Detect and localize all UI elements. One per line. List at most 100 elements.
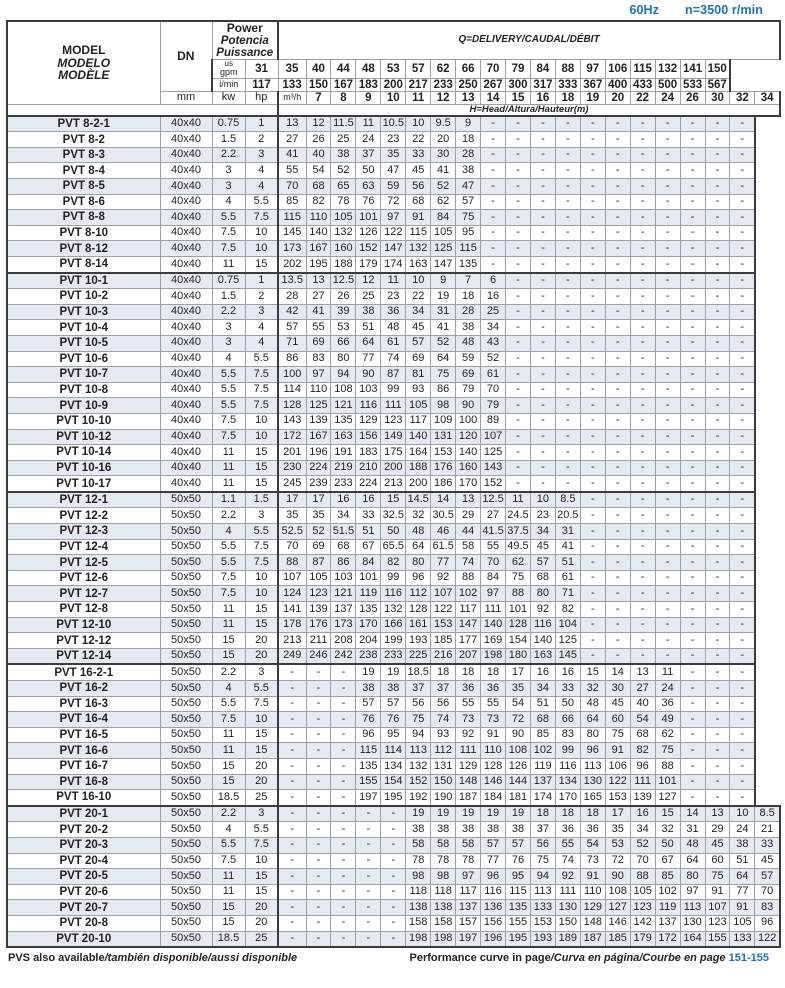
cell-head-14: - xyxy=(629,209,656,226)
table-row[interactable]: PVT 20-4 50x50 7.5 10- - - - -78 78 78 77 76 75 74 73 7… xyxy=(6,852,781,870)
cell-head-0: - xyxy=(277,663,307,682)
table-row[interactable]: PVT 10-9 40x40 5.5 7.5 128 125 121 116 111 105 98 9… xyxy=(6,397,780,414)
cell-head-16: 97 xyxy=(679,883,706,901)
table-row[interactable]: PVT 20-5 50x50 11 15- - - - -98 98 97 96 95 94 92 91 90… xyxy=(6,868,781,885)
cell-head-13: - xyxy=(604,428,631,446)
table-row[interactable]: PVT 20-8 50x50 15 20- - - - -158 158 157 156 155 153… xyxy=(6,914,781,932)
cell-head-8: 57 xyxy=(480,836,506,854)
cell-head-6: 31 xyxy=(430,303,457,321)
table-row[interactable]: PVT 16-6 50x50 11 15- - -115 114 113 112 111 110 10… xyxy=(6,742,780,759)
cell-model: PVT 20-10 xyxy=(6,930,161,949)
table-row[interactable]: PVT 10-12 40x40 7.5 10 172 167 163 156 149 140 131… xyxy=(6,428,780,446)
table-row[interactable]: PVT 10-1 40x40 0.75 1 13.5 13 12.5 12 11 10 9 7 6- - -… xyxy=(6,271,780,290)
table-row[interactable]: PVT 8-2 40x40 1.5 2 27 26 25 24 23 22 20 18- - - - - - - -… xyxy=(6,131,780,148)
footer-page-ref[interactable]: 151-155 xyxy=(728,952,769,965)
table-row[interactable]: PVT 8-6 40x40 4 5.5 85 82 78 76 72 68 62 57- - - - - - - -… xyxy=(6,193,780,211)
cell-head-10: 163 xyxy=(529,647,556,665)
table-row[interactable]: PVT 20-2 50x50 4 5.5- - - - -38 38 38 38 38 37 36 36 35… xyxy=(6,821,781,838)
table-row[interactable]: PVT 12-10 50x50 11 15 178 176 173 170 166 161 153 1… xyxy=(6,616,780,634)
table-row[interactable]: PVT 8-2-1 40x40 0.75 1 13 12 11.5 11 10.5 10 9.5 9-… xyxy=(6,114,780,133)
table-row[interactable]: PVT 16-5 50x50 11 15- - -96 95 94 93 92 91 90 85 83 80… xyxy=(6,726,780,744)
table-row[interactable]: PVT 10-2 40x40 1.5 2 28 27 26 25 23 22 19 18 16- - - - -… xyxy=(6,288,780,305)
cell-head-12: 165 xyxy=(579,789,606,807)
cell-head-7: 75 xyxy=(455,209,482,226)
cell-head-13: - xyxy=(604,255,631,274)
table-row[interactable]: PVT 10-10 40x40 7.5 10 143 139 135 129 123 117 109… xyxy=(6,412,780,430)
table-row[interactable]: PVT 10-4 40x40 3 4 57 55 53 51 48 45 41 38 34- - - - - - -… xyxy=(6,319,780,336)
cell-head-14: - xyxy=(629,319,656,336)
cell-dn: 40x40 xyxy=(159,412,213,430)
cell-head-3: 204 xyxy=(355,632,382,649)
cell-head-6: 176 xyxy=(430,459,457,477)
table-row[interactable]: PVT 10-17 40x40 11 15 245 239 233 224 213 200 186 1… xyxy=(6,475,780,493)
table-row[interactable]: PVT 10-16 40x40 11 15 230 224 219 210 200 188 176 1… xyxy=(6,459,780,477)
cell-head-13: - xyxy=(604,538,631,556)
table-row[interactable]: PVT 10-5 40x40 3 4 71 69 66 64 61 57 52 48 43- - - - - - -… xyxy=(6,334,780,352)
table-row[interactable]: PVT 16-4 50x50 7.5 10- - -76 76 75 74 73 73 72 68 66 6… xyxy=(6,711,780,728)
table-row[interactable]: PVT 12-8 50x50 11 15 141 139 137 135 132 128 122 11… xyxy=(6,601,780,618)
table-row[interactable]: PVT 8-14 40x40 11 15 202 195 188 179 174 163 147 13… xyxy=(6,255,780,274)
cell-head-3: 63 xyxy=(355,178,382,195)
table-row[interactable]: PVT 8-5 40x40 3 4 70 68 65 63 59 56 52 47- - - - - - - - - -… xyxy=(6,178,780,195)
table-row[interactable]: PVT 12-12 50x50 15 20 213 211 208 204 199 193 185 1… xyxy=(6,632,780,649)
table-row[interactable]: PVT 10-3 40x40 2.2 3 42 41 39 38 36 34 31 28 25- - - - -… xyxy=(6,303,780,321)
table-row[interactable]: PVT 10-7 40x40 5.5 7.5 100 97 94 90 87 81 75 69 61- -… xyxy=(6,366,780,383)
cell-head-12: 187 xyxy=(579,930,606,949)
table-row[interactable]: PVT 10-6 40x40 4 5.5 86 83 80 77 74 69 64 59 52- - - - -… xyxy=(6,350,780,368)
table-row[interactable]: PVT 12-14 50x50 15 20 249 246 242 238 233 225 216 2… xyxy=(6,647,780,665)
table-row[interactable]: PVT 12-7 50x50 7.5 10 124 123 121 119 116 112 107 1… xyxy=(6,585,780,603)
cell-head-8: 77 xyxy=(480,852,506,870)
cell-head-13: 45 xyxy=(604,695,631,713)
cell-head-4: 116 xyxy=(380,585,407,603)
cell-kw: 4 xyxy=(211,350,246,368)
table-row[interactable]: PVT 12-2 50x50 2.2 3 35 35 34 33 32.5 32 30.5 29 27 2… xyxy=(6,507,780,525)
table-row[interactable]: PVT 16-2-1 50x50 2.2 3- - -19 19 18.5 18 18 18 17 16… xyxy=(6,663,780,682)
cell-head-1: 140 xyxy=(305,224,332,242)
table-row[interactable]: PVT 20-3 50x50 5.5 7.5- - - - -58 58 58 57 57 56 55 54… xyxy=(6,836,781,854)
table-row[interactable]: PVT 20-6 50x50 11 15- - - - -118 118 117 116 115 113… xyxy=(6,883,781,901)
table-row[interactable]: PVT 16-10 50x50 18.5 25- - -197 195 192 190 187 18… xyxy=(6,789,780,807)
table-row[interactable]: PVT 8-3 40x40 2.2 3 41 40 38 37 35 33 30 28- - - - - - - -… xyxy=(6,146,780,164)
table-row[interactable]: PVT 20-1 50x50 2.2 3- - - - -19 19 19 19 19 18 18 18 17… xyxy=(6,804,781,823)
table-row[interactable]: PVT 20-10 50x50 18.5 25- - - - -198 198 197 196 195… xyxy=(6,930,781,949)
cell-model: PVT 8-5 xyxy=(6,178,161,195)
cell-head-13: 72 xyxy=(604,852,631,870)
table-row[interactable]: PVT 10-8 40x40 5.5 7.5 114 110 108 103 99 93 86 79 7… xyxy=(6,381,780,399)
table-row[interactable]: PVT 16-2 50x50 4 5.5- - -38 38 37 37 36 36 35 34 33 32… xyxy=(6,680,780,697)
table-row[interactable]: PVT 20-7 50x50 15 20- - - - -138 138 137 136 135 133… xyxy=(6,899,781,916)
cell-head-10: 34 xyxy=(529,680,556,697)
table-row[interactable]: PVT 12-1 50x50 1.1 1.5 17 17 16 16 15 14.5 14 13 12.… xyxy=(6,490,780,509)
cell-head-8: 146 xyxy=(480,773,506,791)
table-row[interactable]: PVT 16-8 50x50 15 20- - -155 154 152 150 148 146 14… xyxy=(6,773,780,791)
cell-head-16: - xyxy=(679,366,706,383)
table-row[interactable]: PVT 12-4 50x50 5.5 7.5 70 69 68 67 65.5 64 61.5 58 5… xyxy=(6,538,780,556)
table-row[interactable]: PVT 12-5 50x50 5.5 7.5 88 87 86 84 82 80 77 74 70 62 5… xyxy=(6,554,780,571)
table-row[interactable]: PVT 10-14 40x40 11 15 201 196 191 183 175 164 153 1… xyxy=(6,444,780,461)
cell-head-4: 74 xyxy=(380,350,407,368)
table-row[interactable]: PVT 8-8 40x40 5.5 7.5 115 110 105 101 97 91 84 75- -… xyxy=(6,209,780,226)
table-row[interactable]: PVT 8-10 40x40 7.5 10 145 140 132 126 122 115 105 9… xyxy=(6,224,780,242)
cell-head-16: - xyxy=(679,616,706,634)
table-row[interactable]: PVT 8-4 40x40 3 4 55 54 52 50 47 45 41 38- - - - - - - - - -… xyxy=(6,162,780,180)
cell-head-14: 139 xyxy=(629,789,656,807)
cell-head-13: - xyxy=(604,224,631,242)
cell-head-3: 183 xyxy=(355,444,382,461)
table-row[interactable]: PVT 12-3 50x50 4 5.5 52.5 52 51.5 51 50 48 46 44 41.… xyxy=(6,523,780,540)
table-row[interactable]: PVT 16-3 50x50 5.5 7.5- - -57 57 56 56 55 55 54 51 50… xyxy=(6,695,780,713)
cell-head-15: - xyxy=(654,146,681,164)
cell-head-11: - xyxy=(554,334,581,352)
cell-head-4: 23 xyxy=(380,288,407,305)
table-row[interactable]: PVT 16-7 50x50 15 20- - -135 134 132 131 129 128 12… xyxy=(6,757,780,775)
cell-head-5: 48 xyxy=(405,523,432,540)
table-row[interactable]: PVT 8-12 40x40 7.5 10 173 167 160 152 147 132 125 1… xyxy=(6,240,780,257)
cell-head-7: 18 xyxy=(455,663,482,682)
cell-head-19: 122 xyxy=(754,930,781,949)
header-power-hp: hp xyxy=(244,90,279,105)
cell-head-7: 28 xyxy=(455,303,482,321)
cell-head-5: 225 xyxy=(405,647,432,665)
table-row[interactable]: PVT 12-6 50x50 7.5 10 107 105 103 101 99 96 92 88 84… xyxy=(6,569,780,587)
cell-head-5: 164 xyxy=(405,444,432,461)
cell-head-3: 155 xyxy=(355,773,382,791)
cell-head-11: 145 xyxy=(554,647,581,665)
cell-head-1: - xyxy=(305,821,332,838)
